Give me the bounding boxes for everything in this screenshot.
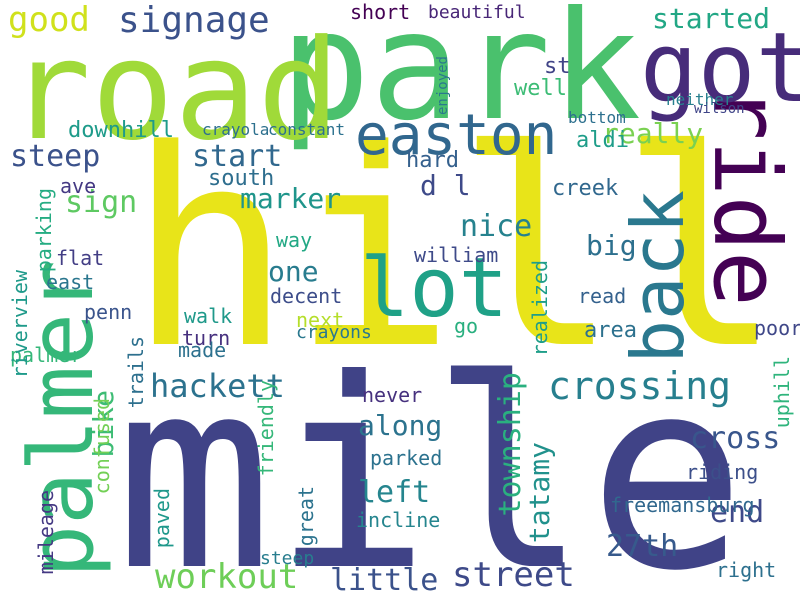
cloud-word: mileage [34, 490, 58, 575]
cloud-word: d l [420, 169, 471, 202]
cloud-word: walk [184, 304, 233, 328]
cloud-word: big [586, 229, 637, 262]
cloud-word: william [414, 243, 499, 267]
cloud-word: riding [686, 460, 759, 484]
cloud-word: parked [370, 446, 443, 470]
cloud-word: steep [10, 139, 101, 174]
cloud-word: road [8, 10, 341, 171]
cloud-word: street [452, 555, 575, 595]
cloud-word: confused [90, 398, 114, 495]
cloud-word: cross [690, 421, 781, 456]
cloud-word: poor [754, 316, 800, 340]
cloud-word: marker [240, 182, 342, 215]
cloud-word: incline [356, 508, 441, 532]
cloud-word: wilson [694, 101, 745, 117]
cloud-word: enjoyed [435, 56, 451, 116]
cloud-word: workout [155, 557, 299, 597]
cloud-word: ave [60, 174, 97, 198]
cloud-word: creek [552, 176, 619, 201]
cloud-word: end [710, 495, 765, 530]
cloud-word: decent [270, 284, 343, 308]
cloud-word: great [294, 486, 318, 547]
cloud-word: next [296, 308, 345, 332]
cloud-word: friendly [254, 380, 278, 477]
cloud-word: well [514, 76, 567, 101]
cloud-word: area [584, 318, 637, 343]
cloud-word: go [454, 314, 479, 338]
cloud-word: downhill [68, 118, 174, 143]
cloud-word: realized [528, 260, 552, 357]
cloud-word: neither [666, 90, 734, 109]
cloud-word: bottom [568, 108, 626, 127]
cloud-word: township [493, 372, 528, 517]
cloud-word: steep [260, 548, 315, 569]
cloud-word: really [602, 117, 704, 150]
cloud-word: nice [460, 209, 533, 244]
cloud-word: constant [268, 120, 346, 139]
cloud-word: made [178, 338, 227, 362]
cloud-word: right [716, 558, 777, 582]
cloud-word: st [544, 54, 571, 79]
cloud-word: read [578, 284, 627, 308]
cloud-word: crayola [202, 120, 270, 139]
cloud-word: way [276, 228, 313, 252]
cloud-word: 27th [606, 529, 679, 564]
cloud-word: tatamy [523, 442, 556, 544]
cloud-word: along [358, 409, 443, 442]
cloud-word: got [640, 12, 800, 124]
cloud-word: palmer [10, 343, 83, 367]
cloud-word: turn [182, 326, 231, 350]
cloud-word: hackett [150, 367, 285, 405]
cloud-word: east [46, 270, 95, 294]
cloud-word: parking [32, 188, 56, 273]
cloud-word: good [8, 0, 90, 40]
cloud-word: hill [128, 93, 784, 409]
cloud-word: hard [406, 148, 459, 173]
cloud-word: short [350, 0, 411, 24]
cloud-word: little [330, 563, 439, 598]
cloud-word: flat [56, 246, 105, 270]
cloud-word: penn [84, 300, 133, 324]
cloud-word: easton [355, 103, 558, 168]
cloud-word: ride [693, 85, 800, 307]
cloud-word: trails [124, 336, 148, 409]
cloud-word: paved [150, 488, 174, 549]
cloud-word: start [192, 139, 283, 174]
cloud-word: uphill [770, 356, 794, 429]
cloud-word: crayons [296, 322, 372, 343]
cloud-word: freemansburg [610, 493, 755, 517]
cloud-word: crossing [548, 364, 732, 408]
cloud-word: park [280, 0, 642, 154]
cloud-word: south [208, 166, 275, 191]
cloud-word: mile [115, 323, 746, 600]
cloud-word: left [358, 475, 431, 510]
cloud-word: one [268, 255, 319, 288]
cloud-word: started [652, 2, 771, 35]
cloud-word: signage [118, 0, 270, 41]
cloud-word: sign [65, 185, 138, 220]
cloud-word: never [362, 383, 423, 407]
cloud-word: lot [360, 241, 509, 336]
cloud-word: aldi [576, 128, 629, 153]
cloud-word: beautiful [428, 2, 526, 23]
cloud-word: riverview [8, 270, 32, 379]
